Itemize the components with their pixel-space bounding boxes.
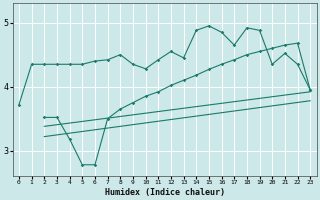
X-axis label: Humidex (Indice chaleur): Humidex (Indice chaleur) — [105, 188, 225, 197]
